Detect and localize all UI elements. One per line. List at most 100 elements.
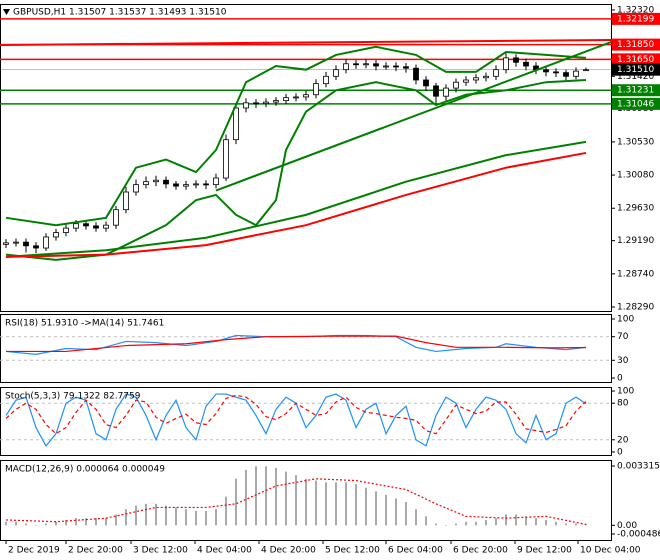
histogram-bar (295, 475, 297, 526)
histogram-bar (565, 523, 567, 526)
candle-body (43, 236, 49, 249)
histogram-bar (155, 503, 157, 526)
histogram-bar (525, 516, 527, 526)
histogram-bar (185, 509, 187, 526)
histogram-bar (85, 518, 87, 526)
candle-body (3, 242, 9, 245)
y-tick-label: 1.31420 (617, 72, 654, 82)
candle-body (273, 100, 279, 103)
histogram-bar (125, 509, 127, 526)
candle-body (493, 69, 499, 77)
histogram-bar (165, 505, 167, 526)
candle-body (353, 63, 359, 66)
candle-body (333, 69, 339, 77)
candle-body (473, 77, 479, 81)
candle-body (203, 183, 209, 186)
candle-body (453, 81, 459, 89)
indicator-line (5, 478, 587, 526)
indicator-line (5, 140, 587, 258)
candle-body (563, 72, 569, 77)
level-label: 1.31650 (617, 55, 654, 65)
candle-body (213, 177, 219, 186)
candle-body (93, 225, 99, 229)
x-tick-label: 9 Dec 12:00 (517, 546, 572, 556)
y-tick-label: 1.28740 (617, 269, 654, 279)
x-tick-label: 6 Dec 20:00 (453, 546, 508, 556)
x-tick-label: 5 Dec 12:00 (325, 546, 380, 556)
candle-body (403, 66, 409, 69)
candle-body (463, 79, 469, 83)
level-label-box (612, 84, 660, 97)
histogram-bar (395, 498, 397, 526)
candle-body (573, 70, 579, 77)
histogram-bar (15, 521, 17, 526)
histogram-bar (345, 482, 347, 526)
candle-body (193, 183, 199, 186)
histogram-bar (55, 521, 57, 526)
histogram-bar (585, 524, 587, 526)
histogram-bar (205, 510, 207, 526)
histogram-bar (245, 469, 247, 526)
candle-body (233, 107, 239, 141)
indicator-line (5, 151, 587, 258)
candle-body (313, 83, 319, 96)
histogram-bar (305, 478, 307, 526)
indicator-line (5, 78, 587, 261)
y-tick-label: 30 (617, 356, 629, 366)
histogram-bar (515, 514, 517, 526)
histogram-bar (25, 523, 27, 526)
indicator-line (6, 335, 587, 353)
candle-body (53, 232, 59, 238)
x-tick-label: 2 Dec 2019 (8, 546, 60, 556)
candle-body (443, 87, 449, 97)
panel-frame (0, 387, 612, 456)
histogram-bar (135, 505, 137, 526)
candle-body (433, 85, 439, 97)
y-tick-label: 1.29630 (617, 204, 654, 214)
histogram-bar (365, 487, 367, 526)
candle-body (113, 209, 119, 226)
histogram-bar (45, 523, 47, 526)
candle-body (33, 245, 39, 249)
candle-body (323, 75, 329, 85)
histogram-bar (445, 525, 447, 526)
candle-body (253, 102, 259, 105)
histogram-bar (355, 484, 357, 526)
candle-body (223, 139, 229, 179)
histogram-bar (455, 523, 457, 526)
panel-title: Stoch(5,3,3) 79.1322 82.7759 (5, 392, 141, 402)
candle-body (63, 227, 69, 233)
candle-body (393, 65, 399, 68)
indicator-line (0, 38, 613, 46)
candle-body (583, 69, 589, 72)
histogram-bar (235, 478, 237, 526)
histogram-bar (75, 518, 77, 526)
candle-body (303, 94, 309, 98)
candle-body (83, 223, 89, 227)
y-tick-label: 0 (617, 373, 623, 383)
candle-body (423, 79, 429, 87)
panel-title: RSI(18) 51.9310 ->MA(14) 51.7461 (5, 319, 164, 329)
histogram-bar (115, 514, 117, 526)
candle-body (123, 191, 129, 211)
x-tick-label: 3 Dec 12:00 (133, 546, 188, 556)
x-tick-label: 10 Dec 04:00 (580, 546, 641, 556)
level-label: 1.32199 (617, 14, 654, 24)
histogram-bar (575, 523, 577, 526)
y-tick-label: 1.28290 (617, 302, 654, 312)
candle-body (23, 241, 29, 247)
candle-body (173, 183, 179, 187)
histogram-bar (65, 519, 67, 526)
candle-body (133, 184, 139, 193)
histogram-bar (105, 518, 107, 526)
y-tick-label: 1.30530 (617, 137, 654, 147)
candle-body (103, 224, 109, 229)
histogram-bar (555, 521, 557, 526)
level-label-box (612, 38, 660, 51)
histogram-bar (415, 509, 417, 526)
histogram-bar (465, 521, 467, 526)
y-tick-label: -0.000486 (617, 530, 660, 540)
candle-body (343, 63, 349, 71)
